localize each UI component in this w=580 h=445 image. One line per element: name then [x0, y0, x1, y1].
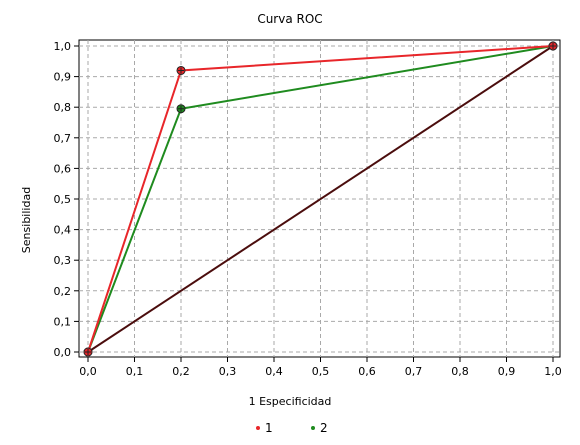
legend-item-1: 1: [256, 421, 273, 435]
x-tick-label: 0,4: [265, 365, 283, 378]
x-axis-label: 1 Especificidad: [249, 395, 332, 408]
x-tick-label: 1,0: [544, 365, 562, 378]
x-axis-ticks: 0,0 0,1 0,2 0,3 0,4 0,5 0,6 0,7 0,8 0,9 1,0: [79, 357, 562, 378]
legend-item-2: 2: [311, 421, 328, 435]
series-point-1: [83, 347, 93, 357]
x-tick-label: 0,5: [312, 365, 330, 378]
x-tick-label: 0,7: [405, 365, 423, 378]
x-tick-label: 0,2: [172, 365, 190, 378]
y-tick-label: 0,3: [54, 254, 72, 267]
series-point-1: [548, 41, 558, 51]
y-tick-label: 0,4: [54, 224, 72, 237]
legend-label: 2: [320, 421, 328, 435]
y-tick-label: 0,2: [54, 285, 72, 298]
y-axis-ticks: 0,0 0,1 0,2 0,3 0,4 0,5 0,6 0,7 0,8 0,9 1,0: [54, 40, 79, 359]
chart-title: Curva ROC: [257, 12, 322, 26]
y-tick-label: 0,9: [54, 71, 72, 84]
series-layer: [83, 41, 558, 357]
x-tick-label: 0,9: [498, 365, 516, 378]
y-tick-label: 0,0: [54, 346, 72, 359]
legend-marker: [256, 426, 260, 430]
series-point-2: [176, 104, 186, 114]
x-tick-label: 0,3: [219, 365, 237, 378]
series-point-1: [176, 65, 186, 75]
y-tick-label: 1,0: [54, 40, 72, 53]
y-tick-label: 0,8: [54, 101, 72, 114]
x-tick-label: 0,1: [126, 365, 144, 378]
y-axis-label: Sensibilidad: [20, 187, 33, 253]
reference-diagonal-line: [87, 45, 554, 353]
y-tick-label: 0,7: [54, 132, 72, 145]
legend-marker: [311, 426, 315, 430]
legend-label: 1: [265, 421, 273, 435]
y-tick-label: 0,5: [54, 193, 72, 206]
y-tick-label: 0,6: [54, 162, 72, 175]
y-tick-label: 0,1: [54, 315, 72, 328]
x-tick-label: 0,8: [451, 365, 469, 378]
x-tick-label: 0,6: [358, 365, 376, 378]
x-tick-label: 0,0: [79, 365, 97, 378]
